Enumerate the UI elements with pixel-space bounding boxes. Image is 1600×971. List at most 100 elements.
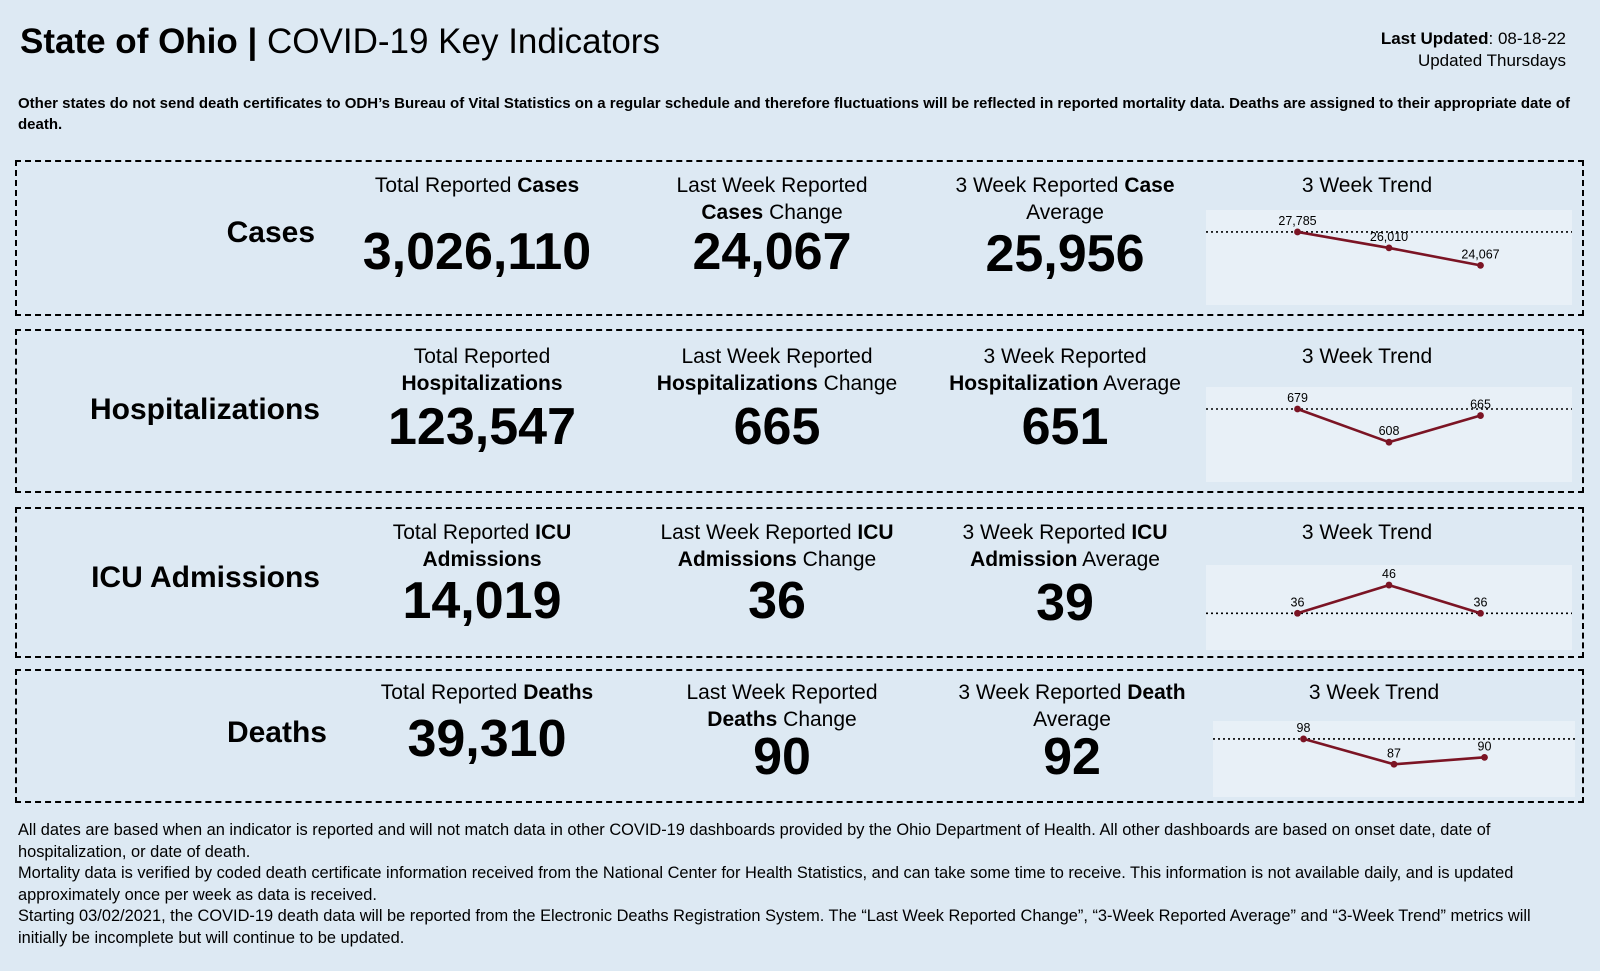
trend-series-line (1297, 583, 1481, 615)
cases-trend-svg: 27,785 26,010 24,067 (1206, 214, 1572, 269)
hosp-trend-chart: 679 608 665 (1206, 387, 1572, 482)
trend-point (1390, 760, 1398, 768)
cap-bold: Deaths (707, 708, 778, 731)
trend-point (1294, 405, 1301, 413)
cap-text: Total Reported (392, 521, 536, 544)
trend-point (1385, 244, 1393, 252)
footer-notes: All dates are based when an indicator is… (18, 820, 1584, 950)
cap-bold: Cases (701, 201, 764, 224)
cases-total-caption: Total Reported Cases (317, 172, 637, 199)
cases-total-value: 3,026,110 (362, 223, 592, 281)
icu-total: Total Reported ICU Admissions 14,019 (322, 519, 642, 631)
cap-text: Average (1033, 708, 1111, 731)
hosp-total-caption: Total Reported Hospitalizations (322, 343, 642, 397)
cap-bold: Admissions (422, 548, 542, 571)
hosp-total-value: 123,547 (388, 398, 576, 456)
deaths-total-value: 39,310 (407, 710, 567, 768)
trend-data-label: 98 (1297, 721, 1311, 735)
cap-bold: Cases (517, 174, 580, 197)
deaths-trend-title: 3 Week Trend (1308, 681, 1440, 704)
last-updated-label: Last Updated (1380, 29, 1489, 48)
trend-data-label: 665 (1470, 398, 1491, 412)
icu-change-caption: Last Week Reported ICU Admissions Change (612, 519, 942, 573)
deaths-trend-chart: 98 87 90 (1213, 721, 1575, 797)
hosp-change-value: 665 (733, 398, 821, 456)
hosp-change: Last Week Reported Hospitalizations Chang… (612, 343, 942, 457)
deaths-average-value: 92 (1043, 728, 1101, 786)
hosp-average-caption: 3 Week Reported Hospitalization Average (910, 343, 1220, 397)
deaths-row-label: Deaths (226, 716, 327, 749)
cap-text: Total Reported (380, 681, 524, 704)
deaths-average: 3 Week Reported Death Average 92 (917, 679, 1227, 787)
hosp-total: Total Reported Hospitalizations 123,547 (322, 343, 642, 457)
icu-average-caption: 3 Week Reported ICU Admission Average (910, 519, 1220, 573)
cap-text: Last Week Reported (681, 345, 873, 368)
title-state: State of Ohio | (20, 22, 258, 61)
icu-trend-svg: 36 46 36 (1206, 567, 1572, 617)
cap-text: 3 Week Reported (983, 345, 1147, 368)
hosp-trend-title: 3 Week Trend (1301, 345, 1433, 368)
mortality-note: Other states do not send death certifica… (18, 95, 1571, 133)
cap-text: Last Week Reported (686, 681, 878, 704)
trend-data-label: 36 (1291, 595, 1305, 609)
trend-data-label: 26,010 (1370, 230, 1408, 244)
cases-panel: Cases Total Reported Cases 3,026,110 Las… (15, 160, 1584, 316)
cap-bold: Death (1127, 681, 1186, 704)
cap-text: Change (763, 201, 843, 224)
icu-total-value: 14,019 (402, 572, 562, 630)
hosp-panel: Hospitalizations Total Reported Hospitali… (15, 329, 1584, 493)
cap-bold: ICU (535, 521, 572, 544)
cases-change: Last Week Reported Cases Change 24,067 (617, 172, 927, 282)
icu-average-value: 39 (1036, 574, 1094, 632)
trend-data-label: 24,067 (1461, 247, 1499, 261)
cap-text: Total Reported (413, 345, 551, 368)
icu-row-label: ICU Admissions (91, 561, 320, 594)
trend-point (1385, 581, 1393, 589)
deaths-change-value: 90 (753, 728, 811, 786)
trend-data-label: 36 (1474, 595, 1488, 609)
title-rest: COVID-19 Key Indicators (257, 22, 660, 61)
cap-bold: Hospitalizations (401, 372, 563, 395)
trend-point (1477, 609, 1484, 617)
deaths-total: Total Reported Deaths 39,310 (327, 679, 647, 769)
footer-note-mortality: Mortality data is verified by coded deat… (18, 864, 1514, 904)
cap-text: Change (817, 372, 898, 395)
cases-trend-title: 3 Week Trend (1301, 174, 1433, 197)
cap-bold: Deaths (523, 681, 594, 704)
cases-average-caption: 3 Week Reported Case Average (910, 172, 1220, 226)
trend-point (1481, 753, 1488, 761)
cases-average-value: 25,956 (985, 225, 1145, 283)
cap-text: 3 Week Reported (958, 681, 1128, 704)
cap-text: 3 Week Reported (962, 521, 1132, 544)
trend-data-label: 608 (1379, 424, 1400, 438)
footer-note-edrs: Starting 03/02/2021, the COVID-19 death … (18, 907, 1531, 947)
hosp-change-caption: Last Week Reported Hospitalizations Chang… (612, 343, 942, 397)
hosp-trend-svg: 679 608 665 (1206, 391, 1572, 446)
update-frequency: Updated Thursdays (1417, 51, 1566, 70)
trend-data-label: 90 (1478, 739, 1492, 753)
trend-point (1294, 228, 1301, 236)
hosp-row-label: Hospitalizations (89, 393, 320, 426)
cap-text: Change (796, 548, 877, 571)
page-title: State of Ohio | COVID-19 Key Indicators (20, 20, 660, 64)
icu-average: 3 Week Reported ICU Admission Average 39 (910, 519, 1220, 633)
cap-bold: Case (1124, 174, 1175, 197)
hosp-average-value: 651 (1021, 398, 1109, 456)
cap-text: Average (1077, 548, 1160, 571)
deaths-panel: Deaths Total Reported Deaths 39,310 Last… (15, 669, 1584, 803)
cap-bold: Hospitalizations (656, 372, 818, 395)
icu-panel: ICU Admissions Total Reported ICU Admissi… (15, 507, 1584, 658)
cases-trend-chart: 27,785 26,010 24,067 (1206, 210, 1572, 305)
trend-data-label: 679 (1287, 391, 1308, 405)
cap-text: Last Week Reported (660, 521, 858, 544)
cap-text: Average (1098, 372, 1181, 395)
icu-total-caption: Total Reported ICU Admissions (322, 519, 642, 573)
cap-text: 3 Week Reported (955, 174, 1125, 197)
cap-bold: Admission (970, 548, 1078, 571)
trend-point (1294, 609, 1301, 617)
icu-change-value: 36 (748, 572, 806, 630)
icu-change: Last Week Reported ICU Admissions Change … (612, 519, 942, 631)
cases-change-caption: Last Week Reported Cases Change (617, 172, 927, 226)
cases-average: 3 Week Reported Case Average 25,956 (910, 172, 1220, 284)
hosp-average: 3 Week Reported Hospitalization Average 6… (910, 343, 1220, 457)
